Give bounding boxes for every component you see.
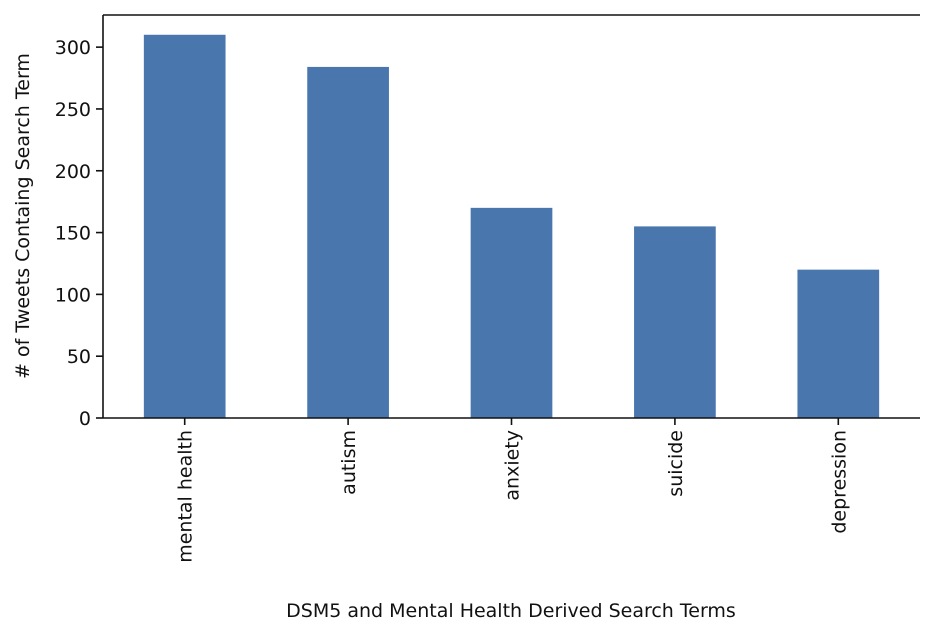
x-axis-ticks: mental health autism anxiety suicide depress… <box>175 418 850 563</box>
y-tick-label: 150 <box>55 223 91 245</box>
bar-anxiety <box>470 207 553 418</box>
x-tick-label: anxiety <box>502 430 524 501</box>
bar-suicide <box>634 226 716 418</box>
x-tick-label: autism <box>338 430 360 495</box>
bar-depression <box>797 269 880 418</box>
x-tick-label: mental health <box>175 430 197 563</box>
bar-mental-health <box>143 34 226 418</box>
y-tick-label: 300 <box>55 37 91 59</box>
x-axis-title: DSM5 and Mental Health Derived Search Te… <box>286 600 736 622</box>
y-tick-label: 200 <box>55 161 91 183</box>
y-axis-ticks: 0 50 100 150 200 250 300 <box>55 37 103 430</box>
bar-autism <box>307 66 389 419</box>
x-tick-label: depression <box>828 430 850 534</box>
y-axis-title: # of Tweets Containg Search Term <box>12 53 34 379</box>
y-tick-label: 250 <box>55 99 91 121</box>
bars-group <box>143 34 880 419</box>
y-tick-label: 0 <box>79 408 91 430</box>
y-tick-label: 50 <box>67 346 91 368</box>
x-tick-label: suicide <box>665 430 687 497</box>
y-tick-label: 100 <box>55 284 91 306</box>
